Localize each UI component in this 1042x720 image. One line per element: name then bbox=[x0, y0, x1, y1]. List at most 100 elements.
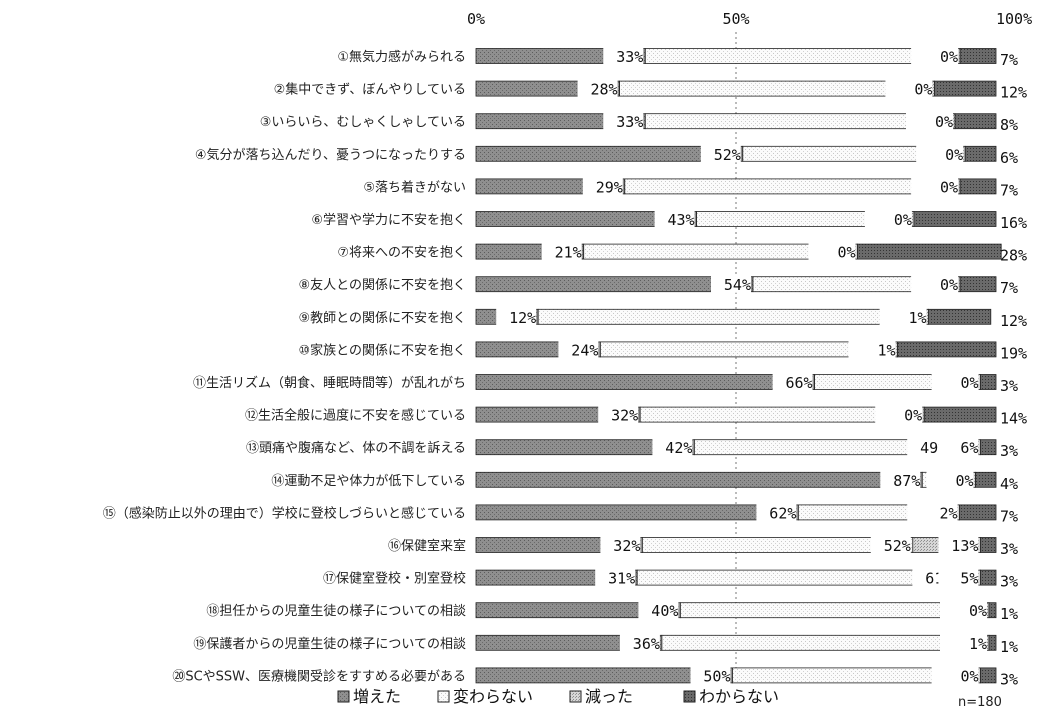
data-label-bg bbox=[582, 177, 623, 195]
bars: ①無気力感がみられる33%60%0%7%②集中できず、ぼんやりしている28%60… bbox=[103, 47, 1027, 688]
data-label-increased: 40% bbox=[651, 602, 678, 620]
data-label-bg bbox=[871, 210, 912, 228]
data-label-bg bbox=[711, 275, 751, 293]
data-label-bg bbox=[541, 243, 582, 261]
data-label-increased: 24% bbox=[571, 341, 598, 359]
data-label-bg bbox=[690, 666, 731, 684]
legend-label-decreased: 減った bbox=[585, 687, 633, 706]
data-label-unknown: 3% bbox=[1000, 670, 1018, 688]
data-label-decreased: 0% bbox=[955, 472, 973, 490]
bar-segment-unknown bbox=[959, 504, 997, 521]
data-label-bg bbox=[880, 471, 921, 489]
data-label-increased: 28% bbox=[591, 81, 618, 99]
bar-segment-unknown bbox=[959, 178, 997, 195]
data-label-increased: 12% bbox=[509, 309, 536, 327]
category-label: ⑨教師との関係に不安を抱く bbox=[298, 310, 466, 326]
data-label-increased: 66% bbox=[786, 374, 813, 392]
data-label-decreased: 13% bbox=[951, 537, 978, 555]
data-label-bg bbox=[815, 243, 856, 261]
data-label-increased: 31% bbox=[608, 570, 635, 588]
sample-size-note: n=180 bbox=[958, 695, 1002, 710]
category-label: ⑯保健室来室 bbox=[388, 538, 466, 554]
data-label-decreased: 0% bbox=[945, 146, 963, 164]
data-label-unknown: 12% bbox=[1000, 312, 1027, 330]
data-label-bg bbox=[938, 569, 979, 587]
bar-segment-unknown bbox=[988, 634, 997, 651]
data-label-unknown: 12% bbox=[1000, 84, 1027, 102]
data-label-bg bbox=[855, 340, 896, 358]
data-label-bg bbox=[913, 112, 953, 130]
data-label-bg bbox=[654, 210, 695, 228]
bar-row: ⑯保健室来室 32% 52% 13% 3% bbox=[388, 536, 1018, 558]
bar-segment-unknown bbox=[980, 439, 997, 456]
data-label-bg bbox=[558, 340, 599, 358]
bar-segment-unknown bbox=[959, 276, 997, 293]
data-label-bg bbox=[933, 471, 974, 489]
bar-segment-unknown bbox=[980, 667, 997, 684]
data-label-unknown: 8% bbox=[1000, 116, 1018, 134]
bar-segment-unknown bbox=[975, 471, 997, 488]
data-label-increased: 32% bbox=[613, 537, 640, 555]
legend-label-increased: 増えた bbox=[353, 687, 401, 706]
axis-tick-0: 0% bbox=[467, 10, 485, 28]
category-label: ⑪生活リズム（朝食、睡眠時間等）が乱れがち bbox=[193, 375, 466, 391]
data-label-increased: 33% bbox=[616, 48, 643, 66]
category-label: ⑰保健室登校・別室登校 bbox=[323, 571, 466, 587]
data-label-bg bbox=[577, 80, 618, 98]
bar-segment-unknown bbox=[959, 48, 997, 64]
data-label-bg bbox=[870, 536, 911, 554]
data-label-decreased: 5% bbox=[960, 570, 978, 588]
data-label-increased: 52% bbox=[714, 146, 741, 164]
bar-segment-unknown bbox=[923, 406, 997, 423]
data-label-increased: 42% bbox=[665, 439, 692, 457]
data-label-bg bbox=[603, 112, 644, 130]
data-label-bg bbox=[918, 275, 959, 293]
data-label-increased: 33% bbox=[616, 113, 643, 131]
data-label-decreased: 0% bbox=[969, 602, 987, 620]
data-label-bg bbox=[938, 536, 979, 554]
data-label-unknown: 28% bbox=[1000, 247, 1027, 265]
axis-tick-2: 100% bbox=[996, 10, 1032, 28]
data-label-bg bbox=[619, 634, 660, 652]
data-label-bg bbox=[603, 47, 644, 65]
data-label-bg bbox=[917, 503, 958, 521]
legend-swatch-increased bbox=[337, 690, 350, 703]
bar-segment-unchanged bbox=[644, 113, 949, 130]
bar-segment-unchanged bbox=[600, 341, 892, 358]
data-label-bg bbox=[938, 373, 979, 391]
data-label-unknown: 19% bbox=[1000, 344, 1027, 362]
data-label-unknown: 3% bbox=[1000, 377, 1018, 395]
data-label-bg bbox=[772, 373, 813, 391]
data-label-bg bbox=[892, 80, 933, 98]
data-label-increased: 43% bbox=[668, 211, 695, 229]
bar-segment-unchanged bbox=[624, 178, 954, 195]
data-label-bg bbox=[947, 601, 987, 619]
bar-segment-increased bbox=[475, 471, 923, 488]
data-label-bg bbox=[700, 145, 741, 163]
data-label-bg bbox=[882, 406, 923, 424]
legend: 増えた 変わらない 減った わからない n=180 bbox=[337, 687, 1002, 710]
data-label-increased: 29% bbox=[596, 178, 623, 196]
data-label-decreased: 1% bbox=[877, 341, 895, 359]
bar-segment-unknown bbox=[964, 145, 997, 162]
category-label: ②集中できず、ぼんやりしている bbox=[274, 82, 466, 98]
data-label-bg bbox=[923, 145, 964, 163]
data-label-decreased: 1% bbox=[909, 309, 927, 327]
data-label-decreased: 0% bbox=[940, 48, 958, 66]
category-label: ⑤落ち着きがない bbox=[363, 179, 466, 195]
legend-label-unchanged: 変わらない bbox=[453, 687, 533, 706]
data-label-unknown: 7% bbox=[1000, 507, 1018, 525]
data-label-bg bbox=[600, 536, 641, 554]
data-label-unknown: 3% bbox=[1000, 540, 1018, 558]
data-label-decreased: 0% bbox=[961, 667, 979, 685]
legend-swatch-unknown bbox=[683, 690, 696, 703]
